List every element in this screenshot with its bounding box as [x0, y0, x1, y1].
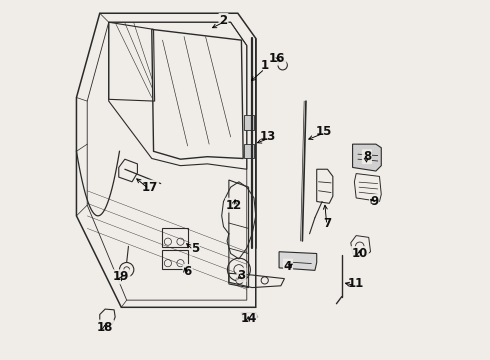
Text: 14: 14: [241, 311, 257, 325]
Text: 13: 13: [260, 130, 276, 144]
Text: 7: 7: [323, 216, 332, 230]
Text: 10: 10: [352, 247, 368, 260]
Text: 4: 4: [284, 260, 292, 273]
Text: 6: 6: [183, 265, 192, 278]
FancyBboxPatch shape: [245, 144, 254, 158]
Polygon shape: [279, 252, 317, 270]
Text: 5: 5: [191, 242, 199, 255]
Text: 12: 12: [226, 199, 243, 212]
Text: 8: 8: [363, 150, 371, 163]
Polygon shape: [353, 144, 381, 171]
Text: 2: 2: [220, 14, 227, 27]
Text: 19: 19: [113, 270, 129, 283]
Text: 11: 11: [348, 278, 364, 291]
Text: 3: 3: [237, 269, 245, 282]
Text: 15: 15: [316, 125, 332, 138]
Text: 16: 16: [269, 51, 286, 64]
Text: 1: 1: [261, 59, 269, 72]
Text: 17: 17: [142, 181, 158, 194]
Text: 18: 18: [97, 320, 113, 333]
FancyBboxPatch shape: [245, 116, 254, 130]
Text: 9: 9: [370, 195, 378, 208]
